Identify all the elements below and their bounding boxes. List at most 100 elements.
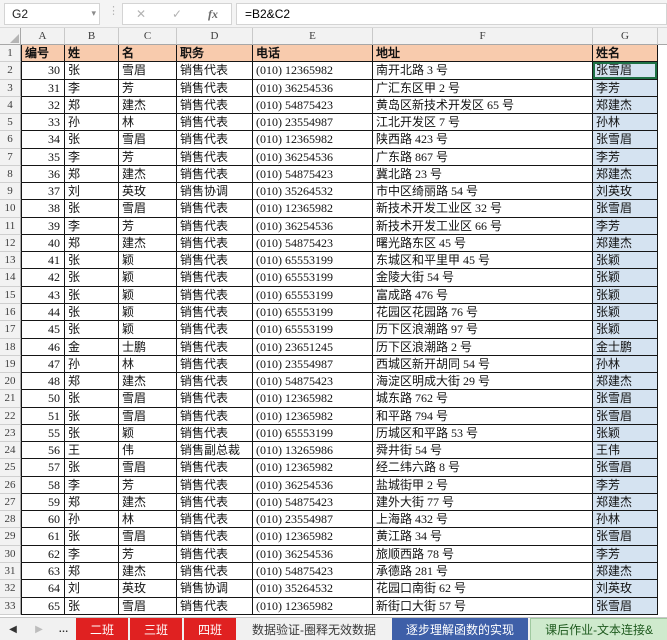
cell-A24[interactable]: 56	[21, 442, 65, 460]
more-sheets-icon[interactable]: …	[58, 623, 70, 635]
row-header-17[interactable]: 17	[0, 321, 21, 339]
row-header-21[interactable]: 21	[0, 390, 21, 408]
cell-F23[interactable]: 历城区和平路 53 号	[373, 424, 593, 443]
row-header-3[interactable]: 3	[0, 79, 21, 97]
cell-E15[interactable]: (010) 65553199	[253, 286, 373, 304]
cell-F20[interactable]: 海淀区明成大街 29 号	[373, 373, 593, 391]
row-header-29[interactable]: 29	[0, 528, 21, 546]
cell-F15[interactable]: 富成路 476 号	[373, 286, 593, 304]
cell-G30[interactable]: 李芳	[593, 545, 658, 563]
cell-G27[interactable]: 郑建杰	[593, 493, 658, 512]
enter-icon[interactable]: ✓	[171, 7, 183, 21]
row-header-26[interactable]: 26	[0, 476, 21, 494]
cell-B12[interactable]: 郑	[65, 234, 119, 253]
cell-F29[interactable]: 黄江路 34 号	[373, 528, 593, 546]
cell-C16[interactable]: 颖	[119, 303, 177, 322]
cell-A3[interactable]: 31	[21, 79, 65, 97]
cancel-icon[interactable]: ✕	[135, 7, 147, 21]
row-header-18[interactable]: 18	[0, 338, 21, 356]
cell-D12[interactable]: 销售代表	[177, 234, 253, 253]
cell-B2[interactable]: 张	[65, 62, 119, 80]
cell-F31[interactable]: 承德路 281 号	[373, 562, 593, 581]
cell-D29[interactable]: 销售代表	[177, 528, 253, 546]
cell-F22[interactable]: 和平路 794 号	[373, 407, 593, 425]
cell-E26[interactable]: (010) 36254536	[253, 476, 373, 494]
cell-B26[interactable]: 李	[65, 476, 119, 494]
cell-C26[interactable]: 芳	[119, 476, 177, 494]
cell-D31[interactable]: 销售代表	[177, 562, 253, 581]
cell-G6[interactable]: 张雪眉	[593, 131, 658, 149]
cell-F8[interactable]: 冀北路 23 号	[373, 165, 593, 184]
cell-D5[interactable]: 销售代表	[177, 114, 253, 132]
cell-D11[interactable]: 销售代表	[177, 217, 253, 235]
row-header-28[interactable]: 28	[0, 511, 21, 529]
cell-A28[interactable]: 60	[21, 511, 65, 529]
cell-E12[interactable]: (010) 54875423	[253, 234, 373, 253]
cell-A19[interactable]: 47	[21, 355, 65, 374]
next-sheet-icon[interactable]: ▶	[35, 623, 43, 635]
cell-G21[interactable]: 张雪眉	[593, 390, 658, 408]
cell-E23[interactable]: (010) 65553199	[253, 424, 373, 443]
cell-B9[interactable]: 刘	[65, 183, 119, 201]
cell-C28[interactable]: 林	[119, 511, 177, 529]
cell-C1[interactable]: 名	[119, 45, 177, 63]
cell-E25[interactable]: (010) 12365982	[253, 459, 373, 477]
row-header-4[interactable]: 4	[0, 96, 21, 115]
sheet-tab-课后作业-文本连接&[interactable]: 课后作业-文本连接&	[530, 618, 667, 640]
column-header-A[interactable]: A	[21, 28, 65, 45]
row-header-13[interactable]: 13	[0, 252, 21, 270]
cell-G33[interactable]: 张雪眉	[593, 597, 658, 615]
cell-A31[interactable]: 63	[21, 562, 65, 581]
row-header-16[interactable]: 16	[0, 303, 21, 322]
cell-D16[interactable]: 销售代表	[177, 303, 253, 322]
cell-D25[interactable]: 销售代表	[177, 459, 253, 477]
cell-E4[interactable]: (010) 54875423	[253, 96, 373, 115]
column-header-D[interactable]: D	[177, 28, 253, 45]
cell-C14[interactable]: 颖	[119, 269, 177, 287]
cell-D4[interactable]: 销售代表	[177, 96, 253, 115]
prev-sheet-icon[interactable]: ◀	[9, 623, 17, 635]
cell-F12[interactable]: 曙光路东区 45 号	[373, 234, 593, 253]
cell-C7[interactable]: 芳	[119, 148, 177, 166]
cell-A4[interactable]: 32	[21, 96, 65, 115]
cell-F21[interactable]: 城东路 762 号	[373, 390, 593, 408]
cell-G10[interactable]: 张雪眉	[593, 200, 658, 218]
cell-E21[interactable]: (010) 12365982	[253, 390, 373, 408]
cell-G28[interactable]: 孙林	[593, 511, 658, 529]
cell-B30[interactable]: 李	[65, 545, 119, 563]
cell-C19[interactable]: 林	[119, 355, 177, 374]
cell-E29[interactable]: (010) 12365982	[253, 528, 373, 546]
cell-G25[interactable]: 张雪眉	[593, 459, 658, 477]
column-header-C[interactable]: C	[119, 28, 177, 45]
row-header-19[interactable]: 19	[0, 355, 21, 374]
cell-E19[interactable]: (010) 23554987	[253, 355, 373, 374]
cell-A27[interactable]: 59	[21, 493, 65, 512]
cell-B6[interactable]: 张	[65, 131, 119, 149]
sheet-tab-四班[interactable]: 四班	[184, 618, 237, 640]
row-header-12[interactable]: 12	[0, 234, 21, 253]
cell-C12[interactable]: 建杰	[119, 234, 177, 253]
cell-D1[interactable]: 职务	[177, 45, 253, 63]
cell-F6[interactable]: 陕西路 423 号	[373, 131, 593, 149]
cell-E28[interactable]: (010) 23554987	[253, 511, 373, 529]
cell-B15[interactable]: 张	[65, 286, 119, 304]
row-header-25[interactable]: 25	[0, 459, 21, 477]
cell-A6[interactable]: 34	[21, 131, 65, 149]
cell-C3[interactable]: 芳	[119, 79, 177, 97]
cell-D32[interactable]: 销售协调	[177, 580, 253, 598]
cell-B3[interactable]: 李	[65, 79, 119, 97]
cell-D23[interactable]: 销售代表	[177, 424, 253, 443]
cell-F28[interactable]: 上海路 432 号	[373, 511, 593, 529]
cell-A32[interactable]: 64	[21, 580, 65, 598]
cell-G5[interactable]: 孙林	[593, 114, 658, 132]
cell-G4[interactable]: 郑建杰	[593, 96, 658, 115]
cell-D7[interactable]: 销售代表	[177, 148, 253, 166]
cell-B29[interactable]: 张	[65, 528, 119, 546]
cell-D28[interactable]: 销售代表	[177, 511, 253, 529]
cell-B8[interactable]: 郑	[65, 165, 119, 184]
cell-B31[interactable]: 郑	[65, 562, 119, 581]
cell-C6[interactable]: 雪眉	[119, 131, 177, 149]
cell-D30[interactable]: 销售代表	[177, 545, 253, 563]
cell-D10[interactable]: 销售代表	[177, 200, 253, 218]
cell-C8[interactable]: 建杰	[119, 165, 177, 184]
